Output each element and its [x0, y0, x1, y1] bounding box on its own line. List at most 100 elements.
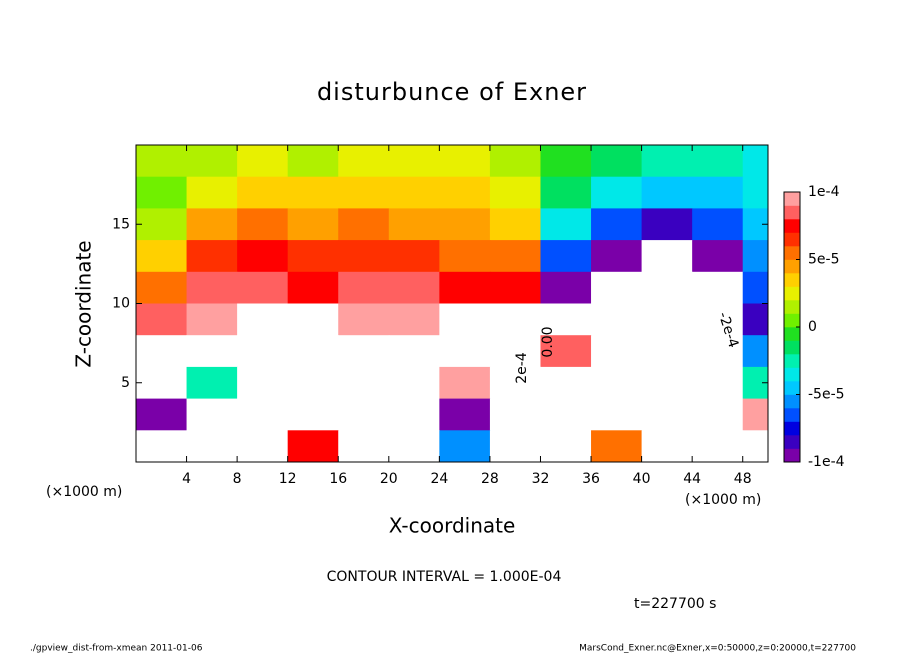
chart-title: disturbunce of Exner: [317, 78, 587, 106]
cell: [591, 398, 643, 431]
cell: [338, 398, 390, 431]
contour-label: 2e-4: [514, 352, 530, 384]
x-tick-label: 8: [233, 471, 242, 487]
cell: [439, 303, 491, 336]
cell: [186, 271, 238, 304]
x-tick-label: 48: [734, 471, 752, 487]
cell: [237, 271, 289, 304]
cell: [136, 271, 188, 304]
cell: [186, 303, 238, 336]
cell: [742, 335, 768, 368]
cell: [388, 208, 440, 241]
cell: [489, 176, 541, 209]
cell: [439, 145, 491, 178]
cell: [540, 240, 592, 273]
cell: [540, 145, 592, 178]
cell: [287, 145, 339, 178]
cell: [388, 145, 440, 178]
cell: [388, 176, 440, 209]
cell: [439, 430, 491, 462]
cell: [388, 303, 440, 336]
cell: [287, 398, 339, 431]
colorbar-tick-label: 5e-5: [808, 252, 839, 268]
colorbar-swatch: [784, 327, 800, 341]
cell: [439, 335, 491, 368]
cell: [591, 240, 643, 273]
cell: [439, 366, 491, 400]
cell: [742, 176, 768, 209]
x-tick-label: 4: [182, 471, 191, 487]
colorbar-swatch: [784, 313, 800, 328]
colorbar-swatch: [784, 300, 800, 314]
cell: [540, 271, 592, 304]
y-tick-label: 5: [121, 375, 130, 391]
contour-interval: CONTOUR INTERVAL = 1.000E-04: [327, 569, 562, 585]
cell: [641, 398, 693, 431]
cell: [136, 366, 188, 400]
cell: [237, 145, 289, 178]
cell: [591, 271, 643, 304]
y-tick-label: 10: [112, 296, 130, 312]
y-axis-label: Z-coordinate: [72, 240, 96, 367]
colorbar-swatch: [784, 232, 800, 247]
cell: [489, 145, 541, 178]
cell: [136, 176, 188, 209]
cell: [692, 176, 744, 209]
cell: [237, 430, 289, 462]
cell: [692, 145, 744, 178]
x-unit-label: (×1000 m): [685, 492, 761, 508]
cell: [237, 240, 289, 273]
cell: [388, 271, 440, 304]
cell: [591, 145, 643, 178]
colorbar-swatch: [784, 448, 800, 463]
cell: [641, 240, 693, 273]
colorbar-swatch: [784, 205, 800, 220]
field: [136, 145, 768, 462]
cell: [287, 176, 339, 209]
cell: [489, 208, 541, 241]
cell: [591, 176, 643, 209]
cell: [742, 271, 768, 304]
cell: [237, 398, 289, 431]
cell: [489, 303, 541, 336]
cell: [237, 366, 289, 400]
cell: [591, 208, 643, 241]
cell: [692, 240, 744, 273]
cell: [641, 335, 693, 368]
x-unit-label: (×1000 m): [46, 484, 122, 500]
cell: [692, 398, 744, 431]
cell: [641, 145, 693, 178]
cell: [136, 303, 188, 336]
cell: [540, 303, 592, 336]
cell: [287, 366, 339, 400]
x-tick-label: 44: [683, 471, 701, 487]
colorbar-swatch: [784, 421, 800, 436]
cell: [439, 176, 491, 209]
x-tick-label: 32: [532, 471, 550, 487]
y-tick-label: 15: [112, 216, 130, 232]
cell: [338, 335, 390, 368]
cell: [287, 335, 339, 368]
cell: [338, 303, 390, 336]
cell: [489, 271, 541, 304]
cell: [489, 366, 541, 400]
cell: [237, 303, 289, 336]
cell: [439, 271, 491, 304]
contour-label: 0.00: [540, 326, 556, 357]
cell: [388, 335, 440, 368]
cell: [591, 366, 643, 400]
colorbar-swatch: [784, 435, 800, 449]
cell: [237, 208, 289, 241]
cell: [489, 398, 541, 431]
cell: [439, 398, 491, 431]
cell: [591, 303, 643, 336]
cell: [641, 430, 693, 462]
cell: [287, 303, 339, 336]
cell: [489, 430, 541, 462]
colorbar-tick-label: 0: [808, 319, 817, 335]
x-tick-label: 40: [633, 471, 651, 487]
cell: [439, 240, 491, 273]
cell: [338, 208, 390, 241]
cell: [388, 240, 440, 273]
cell: [742, 303, 768, 336]
